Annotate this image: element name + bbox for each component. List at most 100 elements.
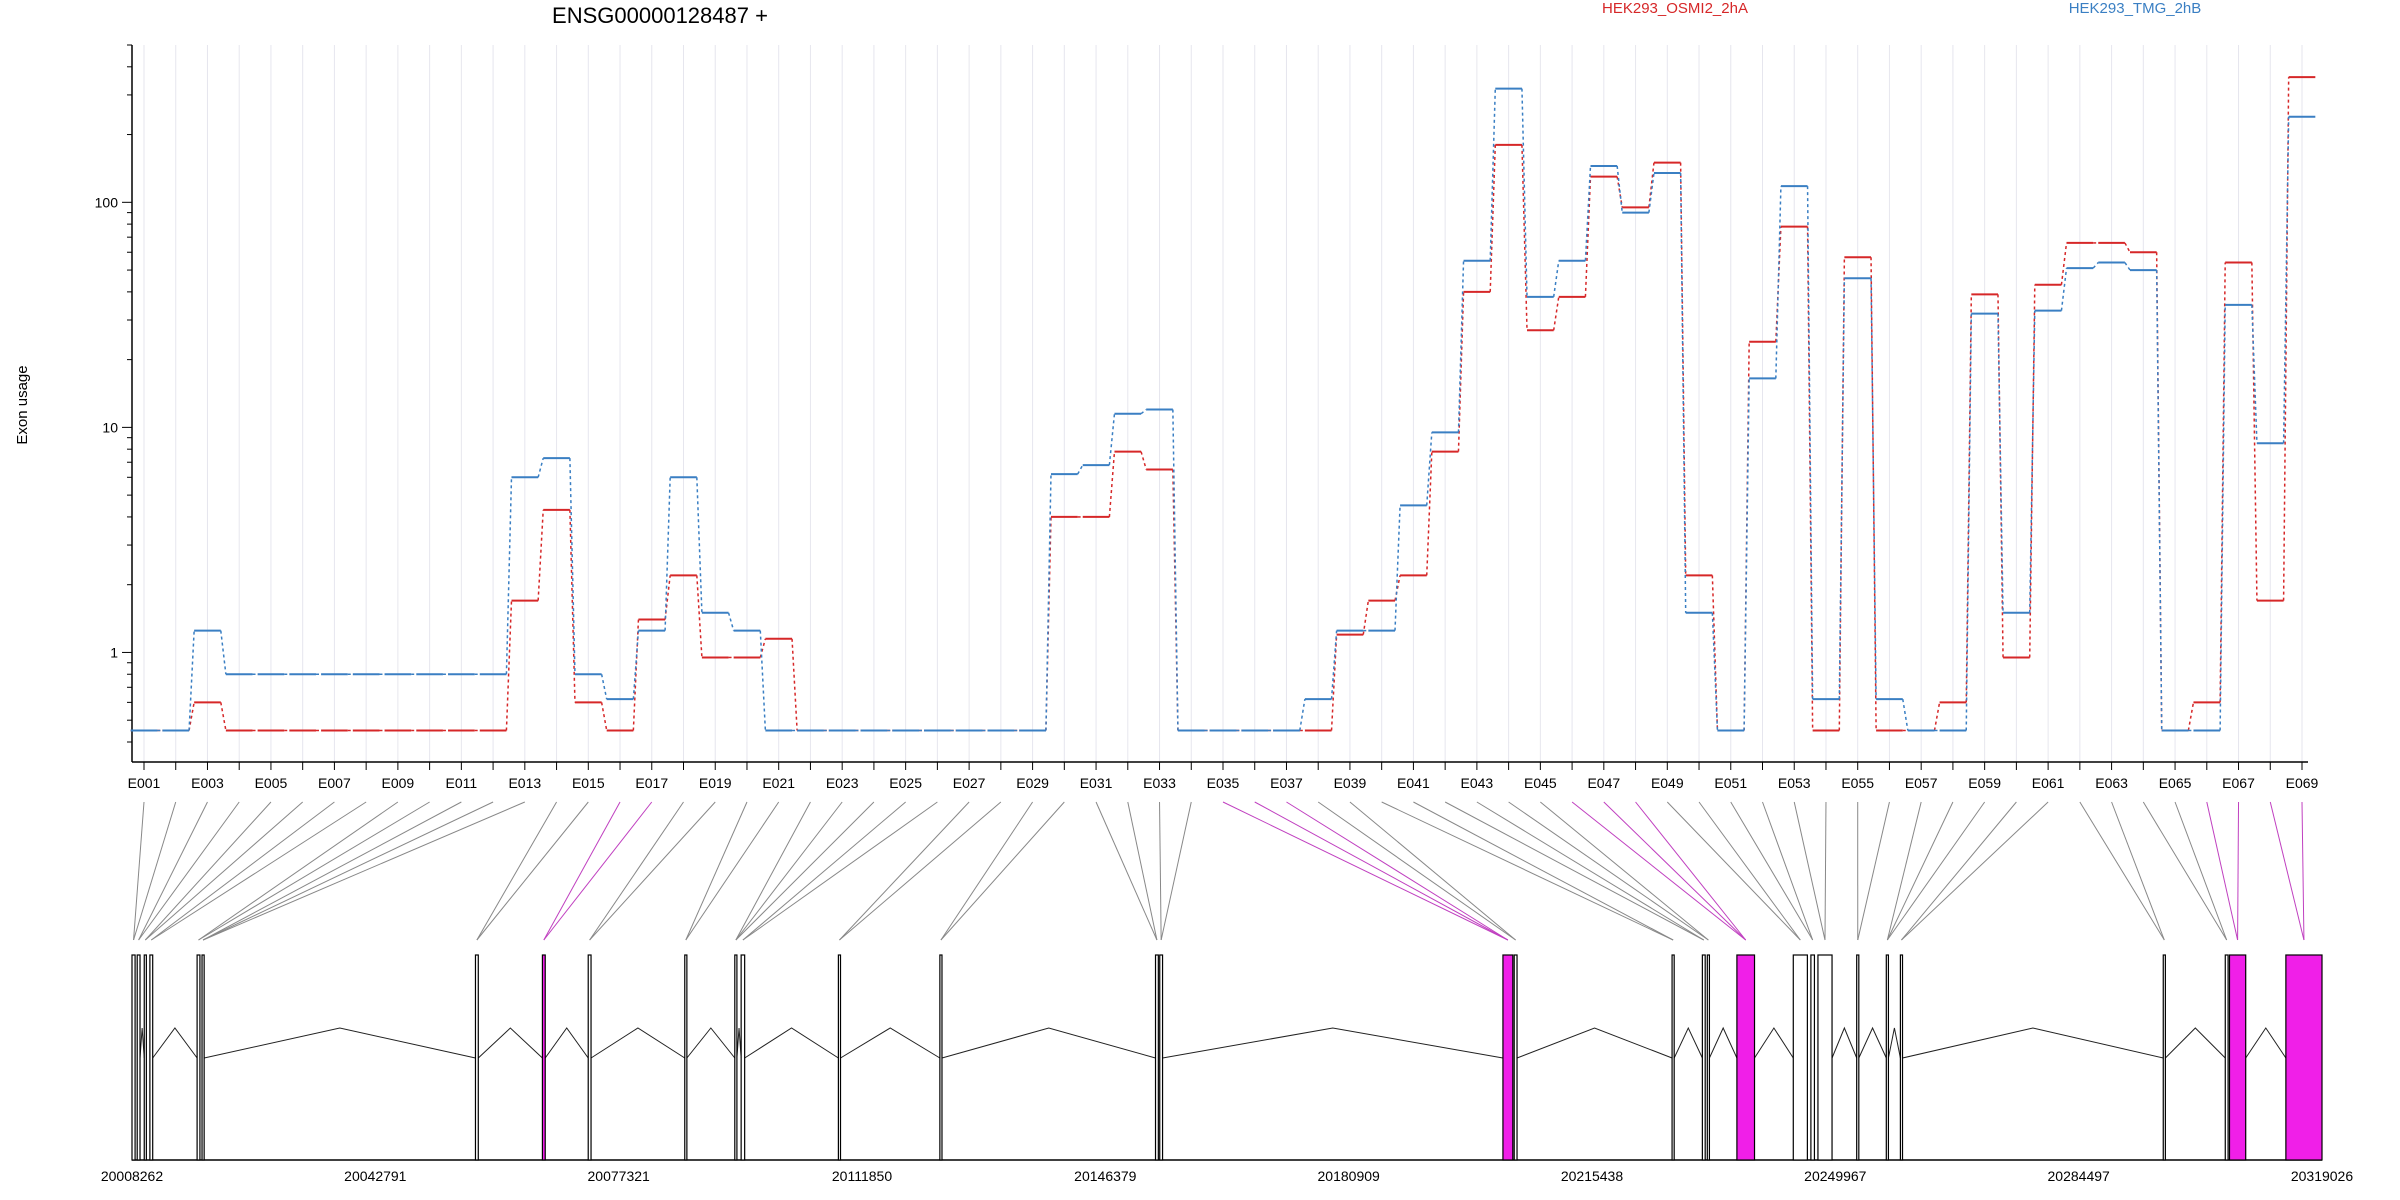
series-connector-HEK293_OSMI2_2hA-E065 [2187, 702, 2195, 731]
series-connector-HEK293_OSMI2_2hA-E017 [664, 575, 671, 620]
connector-E020 [685, 801, 748, 941]
connector-E002 [133, 801, 177, 941]
connector-E005 [144, 801, 272, 941]
series-connector-HEK293_TMG_2hB-E002 [188, 630, 195, 731]
exon-box-3 [143, 954, 147, 1161]
series-connector-HEK293_OSMI2_2hA-E041 [1425, 451, 1433, 576]
x-tick-label-E017: E017 [635, 775, 668, 791]
intron-10 [686, 1027, 736, 1059]
x-tick-label-E007: E007 [318, 775, 351, 791]
series-connector-HEK293_TMG_2hB-E003 [220, 630, 227, 675]
connector-E019 [589, 801, 716, 941]
connector-E017 [543, 801, 653, 941]
intron-29 [2165, 1027, 2226, 1059]
series-connector-HEK293_OSMI2_2hA-E061 [2060, 242, 2068, 285]
x-tick-label-E003: E003 [191, 775, 224, 791]
x-tick-label-E011: E011 [446, 775, 478, 791]
x-tick-label-E027: E027 [953, 775, 986, 791]
connector-E003 [138, 801, 208, 941]
series-connector-HEK293_TMG_2hB-E029 [1045, 474, 1052, 731]
x-tick-label-E041: E041 [1397, 775, 1430, 791]
series-connector-HEK293_TMG_2hB-E050 [1711, 612, 1719, 731]
intron-26 [1858, 1026, 1887, 1059]
series-connector-HEK293_TMG_2hB-E051 [1743, 378, 1750, 731]
series-connector-HEK293_TMG_2hB-E013 [537, 457, 544, 478]
series-HEK293_TMG_2hB [130, 87, 2316, 732]
connector-E001 [133, 801, 145, 941]
connector-E021 [685, 801, 780, 941]
connector-E036 [1254, 801, 1509, 941]
series-connector-HEK293_TMG_2hB-E046 [1584, 165, 1592, 261]
series-connector-HEK293_OSMI2_2hA-E012 [505, 600, 513, 731]
connector-E023 [735, 801, 843, 941]
gene-model-track: 20008262 20042791 20077321 20111850 20146379… [101, 954, 2353, 1184]
series-connector-HEK293_TMG_2hB-E041 [1425, 432, 1433, 506]
series-connector-HEK293_OSMI2_2hA-E033 [1172, 469, 1179, 731]
exon-box-2 [136, 954, 141, 1161]
exon-box-14 [939, 954, 943, 1161]
exon-box-6 [201, 954, 205, 1161]
x-tick-label-E051: E051 [1714, 775, 1747, 791]
y-tick-label: 1 [110, 644, 118, 660]
series-connector-HEK293_TMG_2hB-E033 [1172, 409, 1179, 731]
series-connector-HEK293_TMG_2hB-E038 [1330, 630, 1338, 700]
y-axis-label: Exon usage [14, 365, 31, 444]
connector-E051 [1730, 801, 1814, 941]
series-connector-HEK293_OSMI2_2hA-E057 [1933, 702, 1941, 731]
x-tick-label-E031: E031 [1080, 775, 1113, 791]
connector-E025 [742, 801, 906, 941]
exon-box-20 [1701, 954, 1706, 1161]
connector-E043 [1476, 801, 1705, 941]
intron-21 [1708, 1026, 1738, 1059]
series-connector-HEK293_TMG_2hB-E068 [2282, 116, 2290, 444]
connector-E045 [1540, 801, 1709, 941]
exon-box-1 [131, 954, 136, 1161]
series-connector-HEK293_TMG_2hB-E049 [1679, 172, 1687, 613]
connector-E068 [2269, 801, 2305, 941]
exon-box-11 [734, 954, 738, 1161]
connector-E054 [1824, 801, 1827, 941]
series-connector-HEK293_OSMI2_2hA-E014 [569, 509, 576, 703]
exon-box-19 [1671, 954, 1675, 1161]
intron-8 [544, 1027, 589, 1059]
connector-E052 [1762, 801, 1814, 941]
y-tick-label: 100 [95, 194, 119, 210]
connector-E049 [1666, 801, 1801, 941]
series-connector-HEK293_TMG_2hB-E055 [1870, 278, 1877, 700]
connector-E031 [1095, 801, 1158, 941]
connector-E015 [476, 801, 589, 941]
x-tick-label-E025: E025 [889, 775, 922, 791]
connector-E059 [1886, 801, 1986, 941]
connector-E009 [198, 801, 399, 941]
series-connector-HEK293_TMG_2hB-E042 [1457, 260, 1465, 433]
x-tick-label-E015: E015 [572, 775, 605, 791]
x-tick-label-E063: E063 [2095, 775, 2128, 791]
genomic-coordinate-label: 20215438 [1561, 1168, 1624, 1184]
intron-11 [736, 1027, 742, 1059]
series-connector-HEK293_TMG_2hB-E031 [1108, 413, 1116, 466]
series-connector-HEK293_OSMI2_2hA-E018 [696, 575, 703, 658]
series-connector-HEK293_TMG_2hB-E062 [2092, 262, 2099, 269]
connector-E034 [1160, 801, 1192, 941]
series-connector-HEK293_OSMI2_2hA-E063 [2124, 242, 2131, 253]
series-connector-HEK293_OSMI2_2hA-E066 [2219, 262, 2226, 703]
series-connector-HEK293_TMG_2hB-E059 [1997, 313, 2004, 613]
intron-12 [744, 1027, 839, 1059]
series-connector-HEK293_TMG_2hB-E030 [1076, 464, 1084, 475]
x-tick-label-E035: E035 [1207, 775, 1240, 791]
series-connector-HEK293_TMG_2hB-E060 [2028, 310, 2036, 613]
series-connector-HEK293_TMG_2hB-E040 [1394, 505, 1401, 631]
series-connector-HEK293_TMG_2hB-E043 [1489, 88, 1497, 261]
series-connector-HEK293_OSMI2_2hA-E013 [537, 509, 544, 601]
genomic-coordinate-label: 20077321 [588, 1168, 651, 1184]
connector-E046 [1571, 801, 1747, 941]
intron-19 [1673, 1026, 1703, 1059]
exon-box-15 [1154, 954, 1159, 1161]
x-tick-label-E037: E037 [1270, 775, 1303, 791]
connector-E030 [940, 801, 1065, 941]
series-connector-HEK293_TMG_2hB-E015 [600, 674, 608, 700]
series-connector-HEK293_TMG_2hB-E044 [1521, 88, 1528, 297]
genomic-coordinate-label: 20146379 [1074, 1168, 1137, 1184]
x-tick-label-E013: E013 [508, 775, 541, 791]
